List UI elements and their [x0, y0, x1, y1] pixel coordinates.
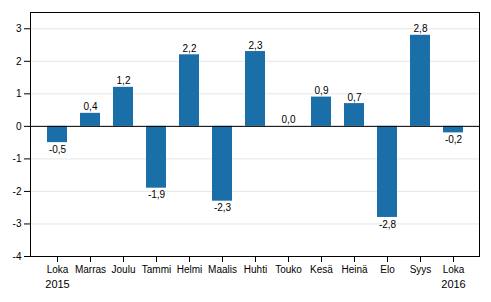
svg-text:Kesä: Kesä — [310, 264, 333, 275]
svg-text:2,2: 2,2 — [183, 43, 197, 54]
svg-text:0,0: 0,0 — [282, 114, 296, 125]
svg-text:Touko: Touko — [275, 264, 302, 275]
svg-text:-1,9: -1,9 — [148, 189, 166, 200]
svg-text:2,8: 2,8 — [414, 23, 428, 34]
svg-text:1: 1 — [16, 88, 22, 99]
svg-text:-2,8: -2,8 — [379, 219, 397, 230]
svg-text:Loka: Loka — [443, 264, 465, 275]
svg-text:2,3: 2,3 — [249, 40, 263, 51]
svg-text:1,2: 1,2 — [117, 75, 131, 86]
svg-text:Elo: Elo — [380, 264, 395, 275]
svg-text:-2,3: -2,3 — [214, 202, 232, 213]
svg-text:2015: 2015 — [45, 278, 69, 290]
svg-text:Joulu: Joulu — [112, 264, 136, 275]
svg-text:Marras: Marras — [75, 264, 106, 275]
svg-text:3: 3 — [16, 23, 22, 34]
svg-text:Syys: Syys — [410, 264, 432, 275]
svg-text:-0,5: -0,5 — [49, 144, 67, 155]
svg-text:-4: -4 — [13, 251, 22, 262]
svg-text:-1: -1 — [13, 153, 22, 164]
svg-text:Maalis: Maalis — [208, 264, 237, 275]
svg-text:-0,2: -0,2 — [445, 134, 463, 145]
svg-text:-2: -2 — [13, 186, 22, 197]
svg-text:0: 0 — [16, 121, 22, 132]
svg-text:Loka: Loka — [47, 264, 69, 275]
svg-text:2: 2 — [16, 56, 22, 67]
svg-text:Huhti: Huhti — [244, 264, 267, 275]
svg-text:0,4: 0,4 — [84, 101, 98, 112]
svg-text:2016: 2016 — [441, 278, 465, 290]
svg-text:Tammi: Tammi — [142, 264, 171, 275]
svg-text:-3: -3 — [13, 218, 22, 229]
svg-text:Heinä: Heinä — [341, 264, 368, 275]
svg-text:0,9: 0,9 — [315, 85, 329, 96]
svg-text:0,7: 0,7 — [348, 92, 362, 103]
svg-text:Helmi: Helmi — [177, 264, 203, 275]
